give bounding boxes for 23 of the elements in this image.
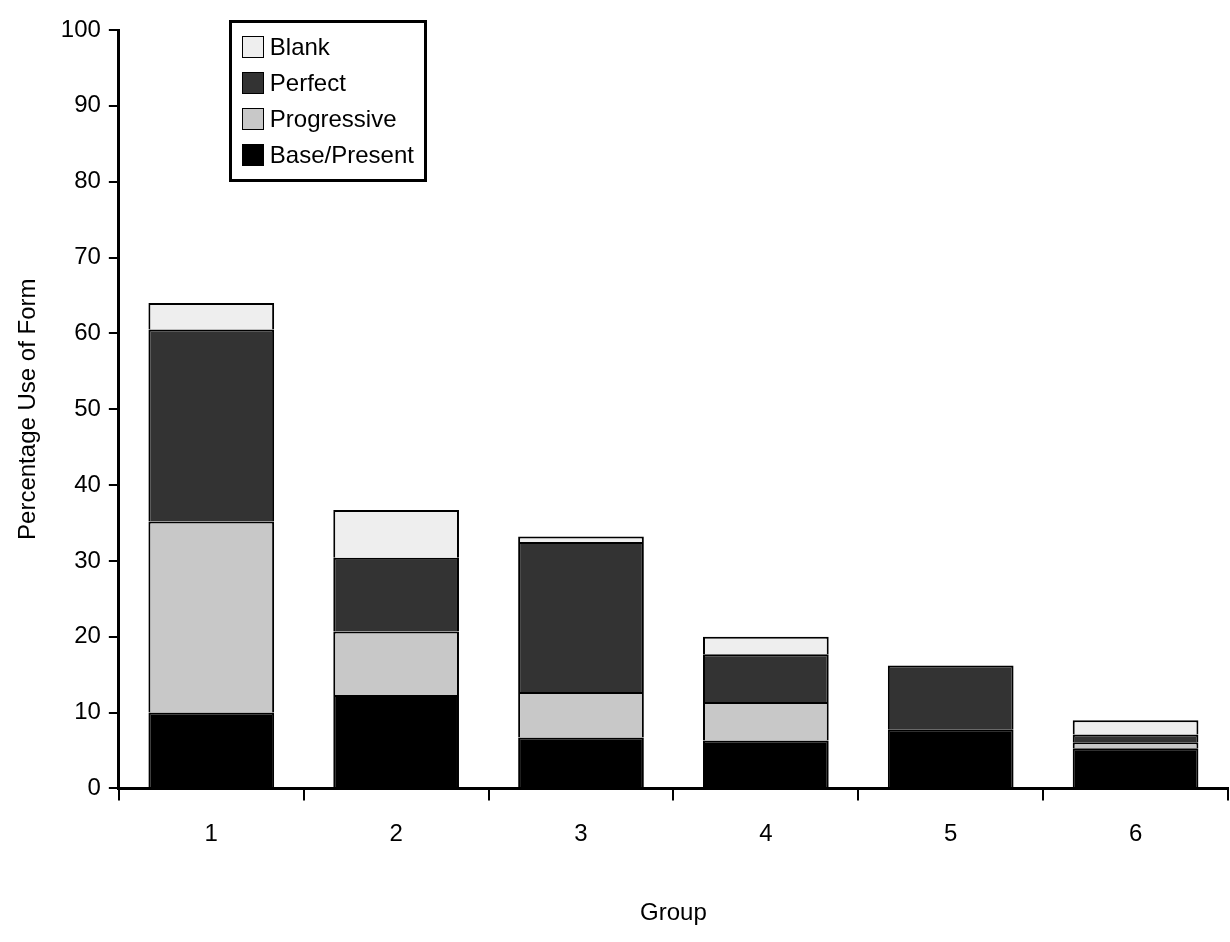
x-tick-label: 1: [204, 819, 218, 847]
x-tick-label: 6: [1128, 819, 1143, 847]
x-axis-title: Group: [640, 898, 707, 926]
legend-label: Blank: [269, 32, 330, 62]
y-tick-label: 80: [74, 166, 101, 194]
legend-label: Base/Present: [269, 140, 414, 170]
y-tick-label: 30: [74, 545, 101, 573]
y-tick-label: 100: [60, 14, 101, 42]
y-tick-label: 50: [74, 393, 101, 421]
y-tick-label: 20: [74, 621, 101, 649]
y-tick-label: 90: [74, 90, 101, 118]
y-tick-label: 40: [74, 469, 101, 497]
y-tick-label: 70: [74, 242, 101, 270]
y-axis-title: Percentage Use of Form: [13, 278, 41, 540]
x-tick-label: 3: [574, 819, 588, 847]
x-tick-label: 2: [389, 819, 403, 847]
y-tick-label: 10: [74, 697, 101, 725]
x-tick-label: 4: [759, 819, 773, 847]
y-tick-label: 0: [87, 773, 101, 801]
x-tick-label: 5: [944, 819, 958, 847]
legend-label: Perfect: [269, 68, 346, 98]
y-tick-label: 60: [74, 317, 101, 345]
legend-label: Progressive: [269, 104, 397, 134]
